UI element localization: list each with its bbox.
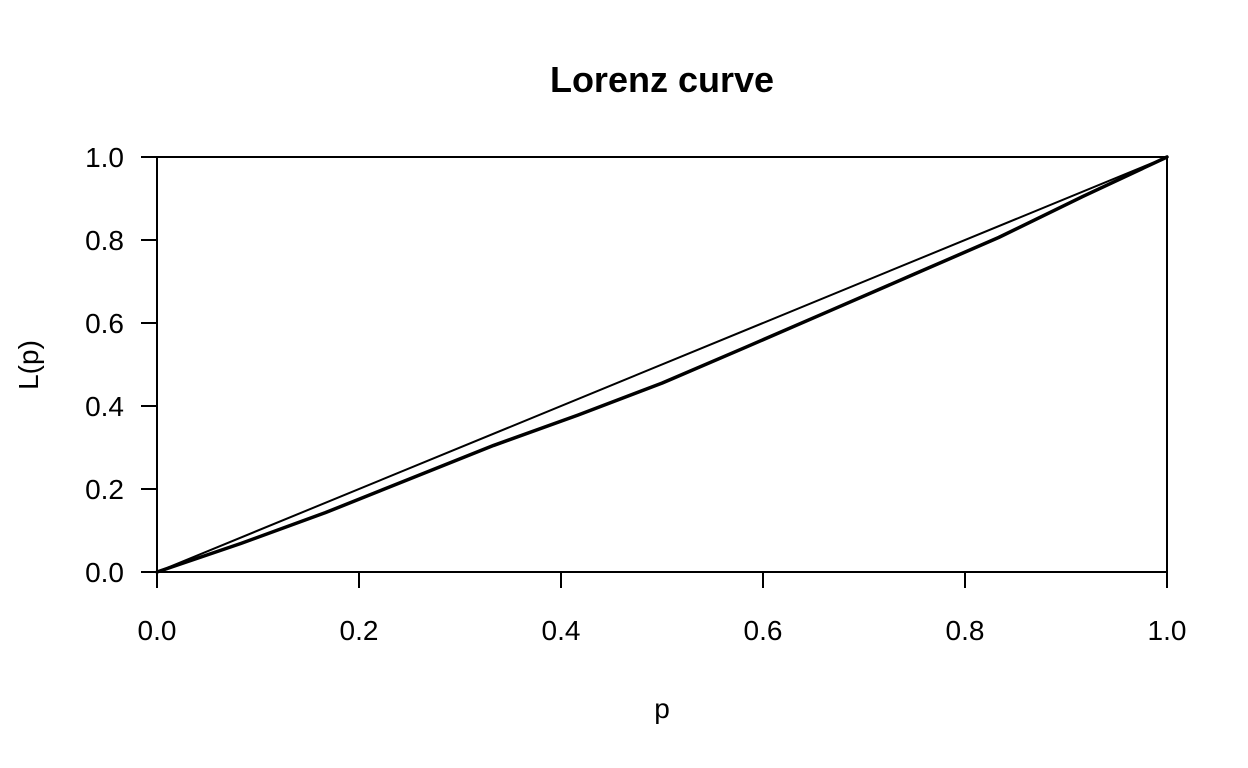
y-tick-label: 0.0 xyxy=(85,557,124,588)
x-tick-label: 0.0 xyxy=(138,615,177,646)
y-tick-label: 0.6 xyxy=(85,308,124,339)
equality-line xyxy=(156,156,1168,573)
chart-title: Lorenz curve xyxy=(550,59,774,100)
x-tick-label: 0.2 xyxy=(340,615,379,646)
y-tick-label: 0.4 xyxy=(85,391,124,422)
plot-frame xyxy=(156,156,1168,573)
x-tick-label: 0.6 xyxy=(744,615,783,646)
x-tick-label: 0.4 xyxy=(542,615,581,646)
x-axis: 0.0 0.2 0.4 0.6 0.8 1.0 xyxy=(138,572,1187,646)
x-tick-label: 1.0 xyxy=(1148,615,1187,646)
lorenz-curve-line xyxy=(155,155,1169,574)
y-axis: 0.0 0.2 0.4 0.6 0.8 1.0 xyxy=(85,142,157,588)
x-tick-label: 0.8 xyxy=(946,615,985,646)
y-tick-label: 1.0 xyxy=(85,142,124,173)
y-axis-label: L(p) xyxy=(13,340,44,390)
series-layer xyxy=(155,155,1169,574)
x-axis-label: p xyxy=(654,693,670,724)
y-tick-label: 0.2 xyxy=(85,474,124,505)
y-tick-label: 0.8 xyxy=(85,225,124,256)
